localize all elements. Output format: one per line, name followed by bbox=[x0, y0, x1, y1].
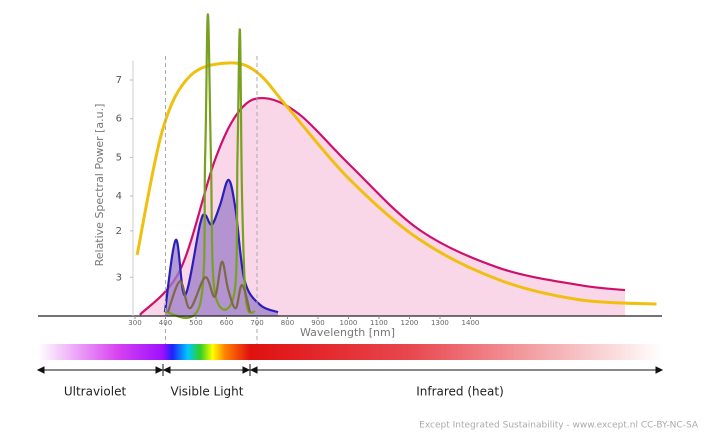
x-tick-label: 600 bbox=[220, 319, 233, 327]
x-tick-label: 1400 bbox=[462, 319, 480, 327]
spectrum-bar bbox=[38, 344, 662, 360]
x-tick-label: 500 bbox=[189, 319, 202, 327]
area bbox=[139, 98, 626, 316]
x-tick-label: 400 bbox=[159, 319, 172, 327]
y-axis-label: Relative Spectral Power [a.u.] bbox=[93, 104, 106, 267]
line bbox=[166, 260, 252, 313]
x-tick-label: 1100 bbox=[370, 319, 388, 327]
x-tick-label: 300 bbox=[128, 319, 141, 327]
region-label: Visible Light bbox=[171, 385, 244, 399]
x-tick-label: 1200 bbox=[401, 319, 419, 327]
x-tick-label: 700 bbox=[250, 319, 263, 327]
y-tick-label: 2 bbox=[116, 226, 122, 237]
x-tick-label: 1000 bbox=[340, 319, 358, 327]
x-tick-label: 1300 bbox=[431, 319, 449, 327]
x-tick-label: 800 bbox=[281, 319, 294, 327]
region-label: Ultraviolet bbox=[64, 385, 127, 399]
y-tick-label: 6 bbox=[116, 114, 122, 125]
area bbox=[164, 179, 279, 316]
credit: Except Integrated Sustainability - www.e… bbox=[419, 421, 699, 431]
region-arrows bbox=[36, 364, 664, 376]
line bbox=[164, 13, 256, 319]
y-tick-label: 7 bbox=[116, 75, 122, 86]
y-tick-label: 5 bbox=[116, 152, 122, 163]
line bbox=[135, 61, 657, 306]
y-tick-label: 3 bbox=[116, 272, 122, 283]
x-axis-label: Wavelength [nm] bbox=[300, 326, 395, 339]
y-tick-label: 4 bbox=[116, 191, 122, 202]
region-label: Infrared (heat) bbox=[416, 385, 504, 399]
x-tick-label: 900 bbox=[311, 319, 324, 327]
